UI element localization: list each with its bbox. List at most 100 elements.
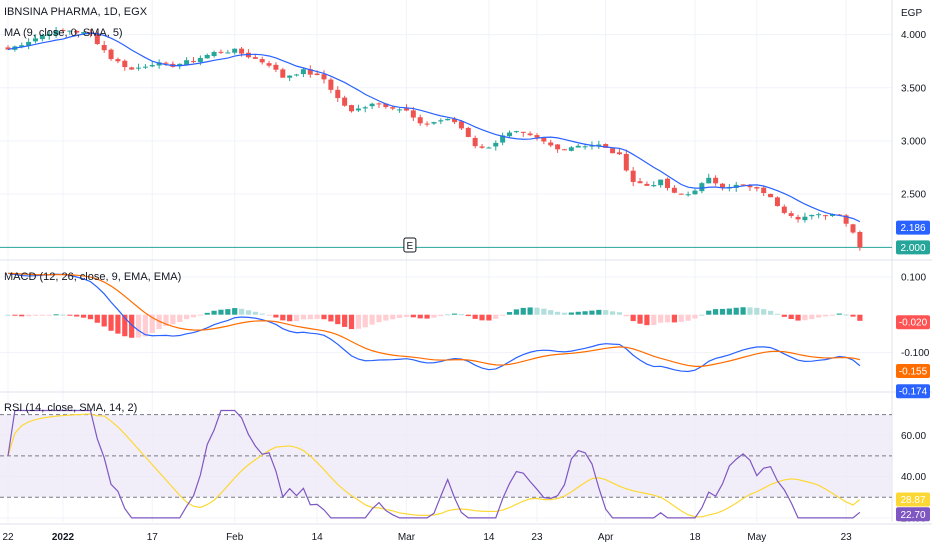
- candle-body[interactable]: [74, 30, 80, 33]
- macd-histogram-bar[interactable]: [190, 314, 197, 318]
- macd-histogram-bar[interactable]: [314, 314, 320, 319]
- macd-histogram-bar[interactable]: [816, 314, 822, 318]
- candle-body[interactable]: [589, 145, 595, 147]
- candle-body[interactable]: [534, 135, 540, 138]
- macd-histogram-bar[interactable]: [101, 314, 107, 327]
- macd-histogram-bar[interactable]: [465, 314, 471, 317]
- candle-body[interactable]: [548, 142, 554, 146]
- rsi-pane[interactable]: [7, 409, 861, 519]
- macd-histogram-bar[interactable]: [596, 309, 602, 315]
- rsi-indicator-label[interactable]: RSI (14, close, SMA, 14, 2): [4, 402, 138, 414]
- candle-body[interactable]: [754, 187, 760, 189]
- macd-signal-line[interactable]: [7, 272, 861, 367]
- candle-body[interactable]: [616, 152, 622, 155]
- macd-pane[interactable]: [5, 272, 863, 373]
- candle-body[interactable]: [561, 149, 567, 151]
- macd-histogram-bar[interactable]: [390, 314, 396, 320]
- candle-body[interactable]: [603, 144, 609, 148]
- candle-body[interactable]: [252, 57, 258, 59]
- candle-body[interactable]: [706, 177, 712, 184]
- candle-body[interactable]: [823, 215, 829, 217]
- candle-body[interactable]: [520, 131, 526, 133]
- candle-body[interactable]: [857, 232, 863, 248]
- macd-histogram-bar[interactable]: [506, 312, 513, 315]
- candle-body[interactable]: [424, 123, 430, 125]
- candle-body[interactable]: [479, 146, 485, 148]
- macd-histogram-bar[interactable]: [713, 309, 719, 315]
- macd-histogram-bar[interactable]: [802, 314, 808, 321]
- candle-body[interactable]: [610, 148, 616, 154]
- macd-histogram-bar[interactable]: [699, 314, 705, 316]
- macd-histogram-bar[interactable]: [5, 314, 11, 316]
- macd-histogram-bar[interactable]: [472, 314, 478, 319]
- candle-body[interactable]: [349, 105, 354, 112]
- macd-histogram-bar[interactable]: [403, 314, 410, 317]
- macd-histogram-bar[interactable]: [692, 314, 698, 319]
- macd-histogram-bar[interactable]: [60, 314, 66, 316]
- macd-histogram-bar[interactable]: [53, 314, 59, 316]
- macd-histogram-bar[interactable]: [163, 314, 169, 327]
- candle-body[interactable]: [122, 60, 128, 68]
- candle-body[interactable]: [239, 48, 245, 54]
- macd-histogram-bar[interactable]: [857, 314, 863, 321]
- candle-body[interactable]: [362, 107, 368, 109]
- macd-histogram-bar[interactable]: [32, 314, 39, 316]
- macd-histogram-bar[interactable]: [225, 309, 231, 315]
- macd-histogram-bar[interactable]: [211, 310, 217, 315]
- candle-body[interactable]: [211, 52, 217, 56]
- macd-histogram-bar[interactable]: [747, 307, 753, 315]
- candle-body[interactable]: [788, 213, 794, 216]
- candle-body[interactable]: [204, 54, 210, 59]
- macd-histogram-bar[interactable]: [74, 314, 80, 317]
- candle-body[interactable]: [575, 145, 581, 148]
- macd-histogram-bar[interactable]: [630, 314, 636, 322]
- candle-body[interactable]: [507, 132, 513, 137]
- macd-histogram-bar[interactable]: [122, 314, 128, 337]
- candle-body[interactable]: [493, 142, 499, 147]
- candle-body[interactable]: [678, 193, 684, 195]
- candle-body[interactable]: [541, 137, 547, 142]
- macd-histogram-bar[interactable]: [500, 314, 506, 316]
- candle-body[interactable]: [761, 187, 767, 194]
- macd-histogram-bar[interactable]: [177, 314, 183, 322]
- candle-body[interactable]: [314, 73, 320, 76]
- candle-body[interactable]: [651, 185, 657, 187]
- candle-body[interactable]: [795, 216, 801, 220]
- candle-body[interactable]: [596, 144, 602, 147]
- macd-histogram-bar[interactable]: [321, 314, 327, 320]
- macd-histogram-bar[interactable]: [754, 307, 760, 315]
- macd-histogram-bar[interactable]: [809, 314, 815, 320]
- candle-body[interactable]: [376, 103, 382, 105]
- candle-body[interactable]: [472, 137, 478, 147]
- candle-body[interactable]: [685, 194, 691, 196]
- macd-histogram-bar[interactable]: [843, 314, 849, 316]
- macd-histogram-bar[interactable]: [623, 314, 629, 317]
- candle-body[interactable]: [149, 64, 155, 67]
- candle-body[interactable]: [486, 147, 492, 149]
- macd-histogram-bar[interactable]: [149, 314, 155, 333]
- macd-histogram-bar[interactable]: [609, 311, 616, 315]
- macd-histogram-bar[interactable]: [293, 314, 300, 322]
- macd-histogram-bar[interactable]: [781, 314, 787, 317]
- macd-histogram-bar[interactable]: [767, 310, 774, 315]
- macd-histogram-bar[interactable]: [603, 310, 609, 315]
- candle-body[interactable]: [740, 184, 746, 186]
- candle-body[interactable]: [156, 62, 162, 66]
- macd-histogram-bar[interactable]: [204, 312, 210, 315]
- macd-histogram-bar[interactable]: [637, 314, 643, 324]
- macd-histogram-bar[interactable]: [142, 314, 148, 337]
- candle-body[interactable]: [713, 177, 719, 184]
- macd-histogram-bar[interactable]: [438, 314, 444, 317]
- macd-histogram-bar[interactable]: [795, 314, 801, 321]
- candle-body[interactable]: [417, 117, 423, 124]
- candle-body[interactable]: [39, 35, 45, 40]
- macd-histogram-bar[interactable]: [761, 309, 767, 315]
- candle-body[interactable]: [81, 32, 87, 34]
- candle-body[interactable]: [67, 30, 73, 32]
- candle-body[interactable]: [259, 59, 265, 63]
- macd-histogram-bar[interactable]: [156, 314, 162, 330]
- candle-body[interactable]: [136, 67, 142, 69]
- macd-histogram-bar[interactable]: [431, 314, 437, 318]
- candle-body[interactable]: [465, 127, 471, 137]
- macd-histogram-bar[interactable]: [376, 314, 382, 323]
